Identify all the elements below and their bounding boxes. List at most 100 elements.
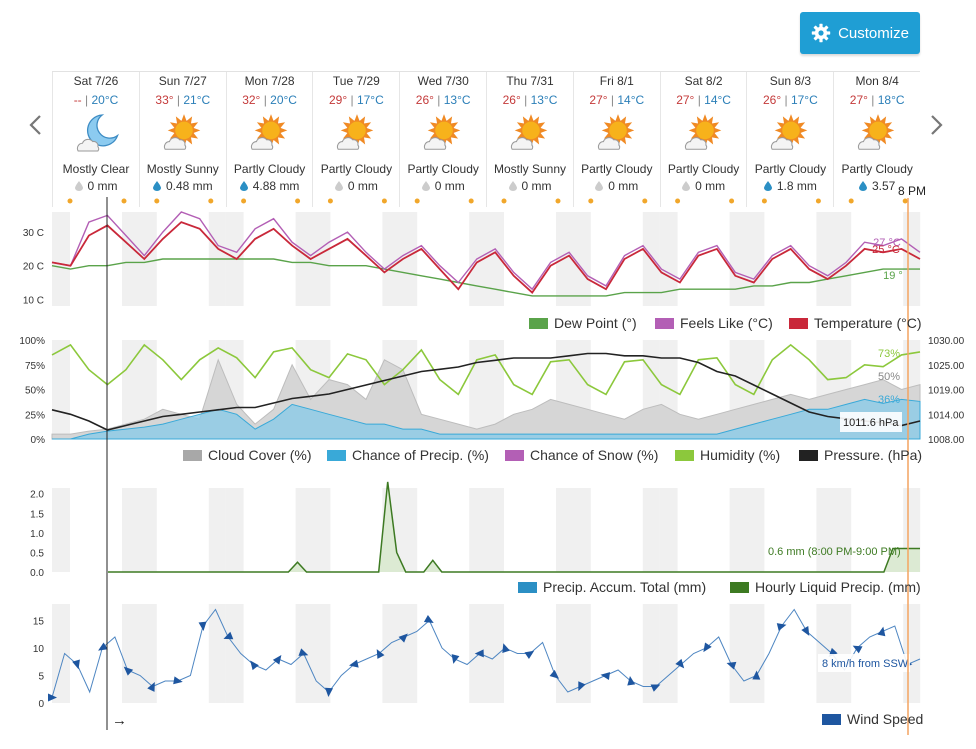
legend-dew-point[interactable]: Dew Point (°) xyxy=(529,315,637,331)
sun-marker xyxy=(414,198,420,204)
sun-marker xyxy=(154,198,160,204)
precip-amount: 0 mm xyxy=(661,179,747,193)
night-band xyxy=(52,488,70,572)
night-band xyxy=(295,488,313,572)
sun-cloud-icon xyxy=(767,108,815,158)
high-temp: 27° xyxy=(849,93,868,107)
temp-end-label: 27 °C xyxy=(873,237,901,249)
condition-text: Partly Cloudy xyxy=(841,162,913,176)
day-forecast[interactable]: Fri 8/1 27° | 14°C Partly Cloudy 0 mm xyxy=(572,72,660,207)
legend-chance-of-precip[interactable]: Chance of Precip. (%) xyxy=(327,447,489,463)
wind-direction-arrow xyxy=(752,670,761,680)
customize-button[interactable]: Customize xyxy=(800,12,920,54)
night-band xyxy=(572,488,591,572)
sun-marker xyxy=(327,198,333,204)
day-forecast[interactable]: Wed 7/30 26° | 13°C Partly Cloudy 0 mm xyxy=(399,72,486,207)
temp-y-tick: 30 C xyxy=(23,228,44,239)
legend-cloud-cover[interactable]: Cloud Cover (%) xyxy=(183,447,311,463)
night-band xyxy=(833,488,852,572)
humidity-line xyxy=(51,343,921,396)
night-band xyxy=(399,488,418,572)
sun-marker xyxy=(241,198,247,204)
night-band xyxy=(469,340,487,439)
condition-text: Mostly Sunny xyxy=(146,162,219,176)
precip-amount: 0.48 mm xyxy=(140,179,226,193)
wind-direction-arrow xyxy=(349,659,359,668)
low-temp: 17°C xyxy=(356,93,384,107)
temp-end-label: 25 °C xyxy=(872,244,900,256)
wind-direction-arrow xyxy=(578,681,586,692)
temperature-line xyxy=(51,221,921,294)
pressure-tick: 1025.00 xyxy=(928,361,965,372)
legend-temperature[interactable]: Temperature (°C) xyxy=(789,315,922,331)
sun-cloud-icon xyxy=(160,108,208,158)
pressure-tick: 1030.00 xyxy=(928,336,965,347)
wind-y-tick: 5 xyxy=(38,672,44,683)
night-band xyxy=(486,212,504,306)
day-forecast[interactable]: Sun 7/27 33° | 21°C Mostly Sunny 0.48 mm xyxy=(138,72,226,207)
wind-direction-arrow xyxy=(98,642,108,651)
high-temp: 32° xyxy=(242,93,261,107)
percent-tick: 50% xyxy=(25,386,45,397)
precip-amount: 4.88 mm xyxy=(227,179,313,193)
wind-direction-arrow xyxy=(502,643,510,654)
night-band xyxy=(729,604,747,703)
legend-hourly-liquid-precip[interactable]: Hourly Liquid Precip. (mm) xyxy=(730,579,921,595)
night-band xyxy=(52,340,70,439)
night-band xyxy=(122,340,139,439)
night-band xyxy=(208,604,226,703)
day-forecast[interactable]: Tue 7/29 29° | 17°C Partly Cloudy 0 mm xyxy=(312,72,399,207)
low-temp: 20°C xyxy=(270,93,297,107)
night-band xyxy=(52,212,70,306)
high-temp: 33° xyxy=(155,93,174,107)
day-temps: 33° | 21°C xyxy=(155,93,211,107)
wind-direction-arrow xyxy=(423,615,434,623)
sun-marker xyxy=(555,198,561,204)
day-forecast[interactable]: Sat 7/26 -- | 20°C Mostly Clear 0 mm xyxy=(52,72,139,207)
day-forecast[interactable]: Sun 8/3 26° | 17°C Partly Cloudy 1.8 mm xyxy=(746,72,833,207)
sun-cloud-icon xyxy=(247,108,295,158)
night-band xyxy=(312,212,331,306)
night-band xyxy=(312,604,331,703)
wind-direction-arrow xyxy=(801,626,810,636)
wind-direction-arrow xyxy=(675,658,685,669)
chevron-left-icon[interactable] xyxy=(26,112,46,138)
sun-cloud-icon xyxy=(507,108,555,158)
sun-marker xyxy=(295,198,301,204)
wind-direction-arrow xyxy=(627,676,636,686)
night-band xyxy=(556,604,573,703)
night-band xyxy=(746,488,765,572)
chevron-right-icon[interactable] xyxy=(926,112,946,138)
day-temps: -- | 20°C xyxy=(73,93,119,107)
moon-cloud-icon xyxy=(73,108,121,158)
day-forecast[interactable]: Sat 8/2 27° | 14°C Partly Cloudy 0 mm xyxy=(659,72,747,207)
night-band xyxy=(833,604,852,703)
precip-amount: 1.8 mm xyxy=(747,179,833,193)
legend-wind-speed[interactable]: Wind Speed xyxy=(822,711,923,727)
low-temp: 14°C xyxy=(617,93,645,107)
night-band xyxy=(382,604,400,703)
legend-pressure[interactable]: Pressure. (hPa) xyxy=(799,447,922,463)
pressure-tick: 1014.00 xyxy=(928,410,965,421)
sun-marker xyxy=(848,198,854,204)
sun-cloud-icon xyxy=(854,108,902,158)
legend-humidity[interactable]: Humidity (%) xyxy=(675,447,780,463)
raindrop-icon xyxy=(508,181,517,191)
sun-marker xyxy=(501,198,507,204)
legend-chance-of-snow[interactable]: Chance of Snow (%) xyxy=(505,447,658,463)
night-band xyxy=(659,212,678,306)
day-forecast[interactable]: Mon 8/4 27° | 18°C Partly Cloudy 3.57 xyxy=(833,72,920,207)
wind-direction-arrow xyxy=(223,631,234,640)
sun-marker xyxy=(588,198,594,204)
day-forecast[interactable]: Mon 7/28 32° | 20°C Partly Cloudy 4.88 mm xyxy=(225,72,313,207)
day-temps: 27° | 18°C xyxy=(849,93,905,107)
low-temp: 13°C xyxy=(530,93,558,107)
legend-precip-accum[interactable]: Precip. Accum. Total (mm) xyxy=(518,579,706,595)
legend-feels-like[interactable]: Feels Like (°C) xyxy=(655,315,773,331)
night-band xyxy=(642,604,660,703)
sun-cloud-icon xyxy=(420,108,468,158)
night-band xyxy=(122,488,139,572)
day-forecast[interactable]: Thu 7/31 26° | 13°C Mostly Sunny 0 mm xyxy=(486,72,573,207)
sun-marker xyxy=(208,198,214,204)
